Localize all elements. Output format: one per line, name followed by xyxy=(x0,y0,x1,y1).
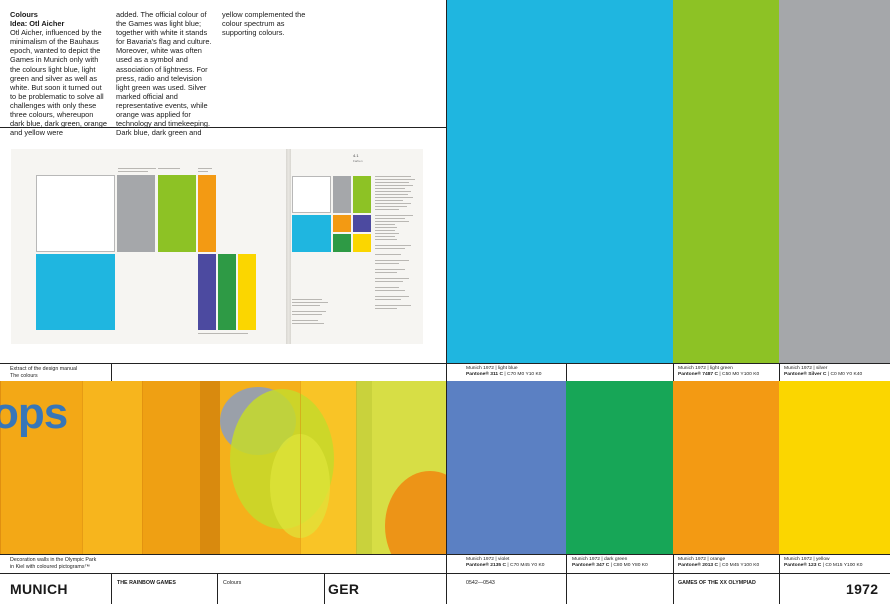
swatch-light-green xyxy=(158,175,196,252)
footer-divider-3 xyxy=(324,573,325,604)
mini-swatch-dark-green xyxy=(333,234,351,252)
manual-left-page xyxy=(11,149,286,344)
color-block-yellow xyxy=(779,381,890,554)
decoration-walls-photo: ops xyxy=(0,381,446,554)
footer-city: MUNICH xyxy=(10,581,68,597)
intro-column-1: Colours Idea: Otl Aicher Otl Aicher, inf… xyxy=(10,10,108,137)
intro-text-1: Otl Aicher, influenced by the minimalism… xyxy=(10,28,107,138)
intro-text-2: added. The official colour of the Games … xyxy=(116,10,212,138)
mini-swatch-violet xyxy=(353,215,371,232)
design-manual-spread: 4.1 Farben xyxy=(11,149,423,344)
caption-rule xyxy=(0,363,446,364)
intro-column-3: yellow complemented the colour spectrum … xyxy=(222,10,318,37)
footer-page-numbers: 0542—0543 xyxy=(466,580,495,586)
intro-column-2: added. The official colour of the Games … xyxy=(116,10,212,137)
color-block-dark-green xyxy=(566,381,673,554)
swatch-silver xyxy=(117,175,155,252)
manual-page-number: 4.1 xyxy=(353,153,359,158)
photo-caption-rule xyxy=(0,554,446,555)
footer-games: GAMES OF THE XX OLYMPIAD xyxy=(678,580,756,586)
color-label-violet: Munich 1972 | violet Pantone® 2135 C | C… xyxy=(466,557,545,569)
section-heading: Colours xyxy=(10,10,38,19)
mini-swatch-orange xyxy=(333,215,351,232)
footer-divider-4 xyxy=(566,573,567,604)
intro-text-3: yellow complemented the colour spectrum … xyxy=(222,10,306,38)
caption-divider xyxy=(111,363,112,381)
mini-swatch-silver xyxy=(333,176,351,213)
footer-divider-6 xyxy=(779,573,780,604)
label-divider-3 xyxy=(779,363,780,381)
label-rule-top xyxy=(446,363,890,364)
manual-caption-line-1: Extract of the design manual xyxy=(10,366,78,372)
swatch-orange xyxy=(198,175,216,252)
swatch-yellow xyxy=(238,254,256,330)
color-label-orange: Munich 1972 | orange Pantone® 2013 C | C… xyxy=(678,557,760,569)
color-block-violet xyxy=(446,381,566,554)
photo-shapes xyxy=(0,381,446,554)
swatch-violet xyxy=(198,254,216,330)
footer-country: GER xyxy=(328,581,360,597)
label-divider-5 xyxy=(673,554,674,573)
footer-divider-1 xyxy=(111,573,112,604)
swatch-light-blue xyxy=(36,254,115,330)
color-block-orange xyxy=(673,381,779,554)
photo-caption-line-2: in Kiel with coloured pictograms™ xyxy=(10,564,90,570)
divider xyxy=(0,127,446,128)
mini-swatch-white xyxy=(292,176,331,213)
manual-page-heading: Farben xyxy=(353,159,363,163)
label-divider-1 xyxy=(566,363,567,381)
swatch-white xyxy=(36,175,115,252)
mini-swatch-light-blue xyxy=(292,215,331,252)
color-block-light-blue xyxy=(446,0,673,363)
footer-series: THE RAINBOW GAMES xyxy=(117,580,176,586)
color-label-dark-green: Munich 1972 | dark green Pantone® 347 C … xyxy=(572,557,648,569)
color-label-light-green: Munich 1972 | light green Pantone® 7487 … xyxy=(678,366,760,378)
photo-lettering: ops xyxy=(0,389,68,438)
footer-divider-5 xyxy=(673,573,674,604)
label-divider-4 xyxy=(566,554,567,573)
color-block-silver xyxy=(779,0,890,363)
manual-caption-line-2: The colours xyxy=(10,373,38,379)
color-label-light-blue: Munich 1972 | light blue Pantone® 311 C … xyxy=(466,366,542,378)
mini-swatch-light-green xyxy=(353,176,371,213)
photo-caption-line-1: Decoration walls in the Olympic Park xyxy=(10,557,97,563)
manual-caption: Extract of the design manual The colours xyxy=(10,366,77,380)
manual-right-page: 4.1 Farben xyxy=(291,149,423,344)
color-label-silver: Munich 1972 | silver Pantone® Silver C |… xyxy=(784,366,863,378)
footer-rule xyxy=(0,573,890,574)
color-block-light-green xyxy=(673,0,779,363)
footer-year: 1972 xyxy=(846,581,879,597)
color-label-yellow: Munich 1972 | yellow Pantone® 123 C | C0… xyxy=(784,557,863,569)
center-divider xyxy=(446,0,447,604)
swatch-dark-green xyxy=(218,254,236,330)
photo-caption: Decoration walls in the Olympic Park in … xyxy=(10,557,96,571)
label-rule-bottom xyxy=(446,554,890,555)
spread-gutter xyxy=(286,149,291,344)
footer-section: Colours xyxy=(223,580,242,586)
label-divider-2 xyxy=(673,363,674,381)
label-divider-6 xyxy=(779,554,780,573)
mini-swatch-yellow xyxy=(353,234,371,252)
section-subheading: Idea: Otl Aicher xyxy=(10,19,65,29)
footer-divider-2 xyxy=(217,573,218,604)
